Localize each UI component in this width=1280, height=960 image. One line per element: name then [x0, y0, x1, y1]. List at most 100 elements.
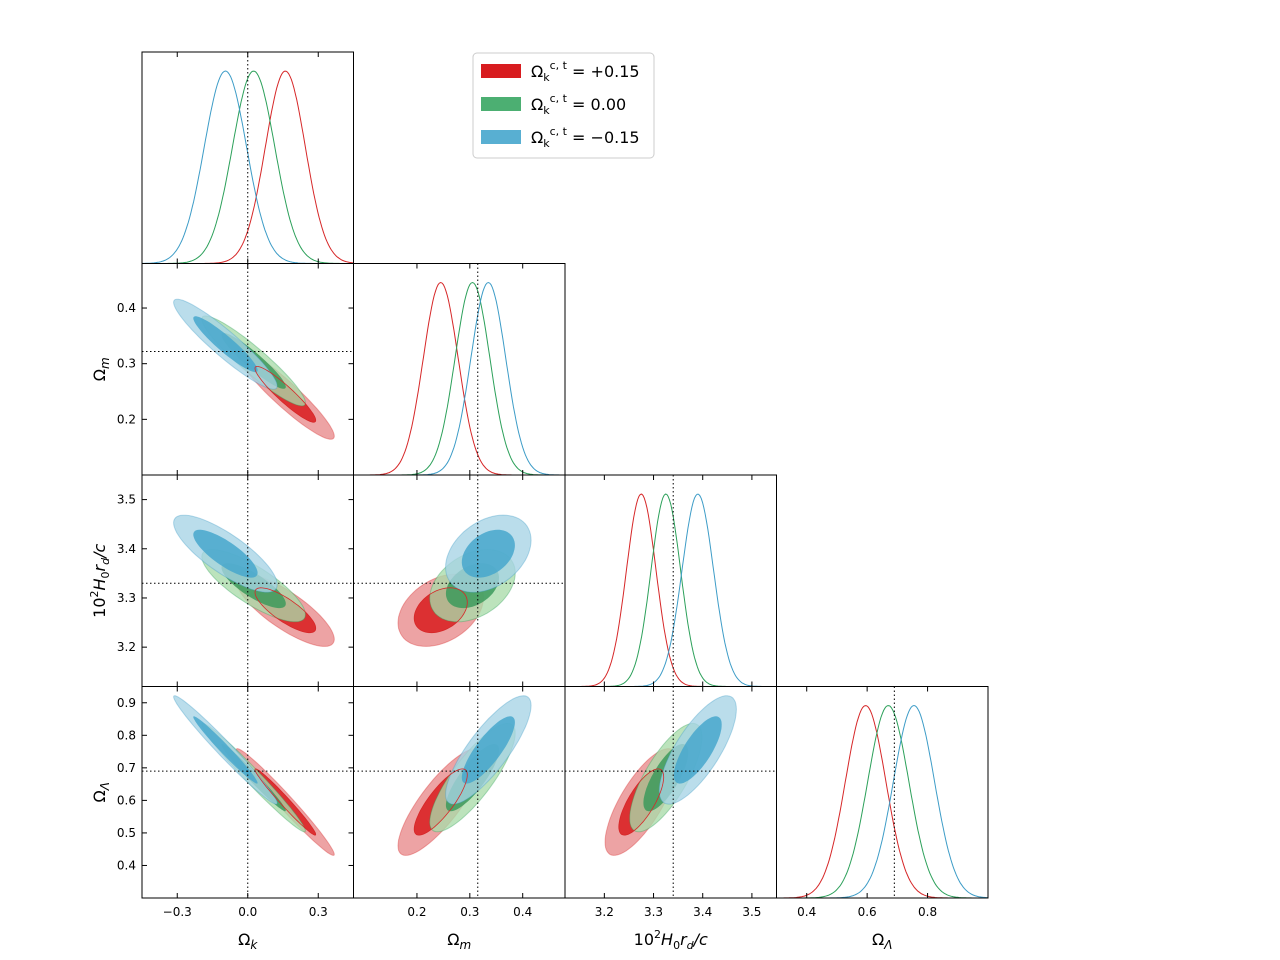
diagonal-curves: [353, 281, 565, 475]
x-tick-label: 3.4: [693, 905, 712, 919]
marginal-curve-series-0: [565, 493, 777, 687]
panel-om-vs-om: [353, 263, 566, 476]
contour-68-series-2: [461, 529, 515, 578]
y-tick-label: 0.4: [117, 858, 136, 872]
axis-part: 10: [634, 930, 654, 949]
legend-label-minus: Ωkc, t = −0.15: [531, 125, 640, 150]
x-axis-label-hrd: 102H0rd/c: [634, 928, 708, 952]
contours: [397, 514, 532, 647]
y-tick-label: 0.7: [117, 761, 136, 775]
legend-entry-plus: Ωkc, t = +0.15: [481, 59, 640, 84]
marginal-curve-series-0: [142, 70, 354, 264]
panel-frame: [141, 686, 354, 899]
axis-subscript: 0: [673, 939, 680, 952]
y-tick-label: 0.2: [117, 412, 136, 426]
y-tick-label: 0.6: [117, 793, 136, 807]
y-tick-label: 3.5: [117, 493, 136, 507]
diagonal-curves: [142, 70, 354, 264]
y-tick-label: 0.9: [117, 696, 136, 710]
panels-layer: 0.2 0.3 0.4 3.2 3.3 3.4 3.5 0.4 0.5 0.6 0.7 0.8 0.9 −…: [88, 51, 989, 952]
x-axis-label-ol: ΩΛ: [872, 930, 892, 952]
marginal-curve-series-1: [142, 70, 354, 264]
axis-subscript: m: [98, 357, 112, 369]
y-tick-label: 0.8: [117, 728, 136, 742]
contour-68-series-2: [193, 716, 258, 784]
x-tick-label: 0.4: [797, 905, 816, 919]
legend-swatch-plus: [481, 64, 521, 78]
contours: [173, 695, 335, 856]
x-axis-label-ok: Ωk: [238, 930, 258, 952]
panel-ok-vs-ok: [141, 51, 354, 264]
panel-om-vs-ok: 0.2 0.3 0.4: [117, 263, 354, 476]
x-tick-label: 0.4: [513, 905, 532, 919]
marginal-curve-series-2: [565, 493, 777, 687]
contours: [173, 298, 335, 440]
legend-label-plus: Ωkc, t = +0.15: [531, 59, 640, 84]
x-tick-label: 0.2: [407, 905, 426, 919]
contour-68-outline-series-0: [413, 768, 468, 836]
axis-part: H: [90, 578, 109, 590]
axis-symbol: Ω: [90, 790, 109, 802]
axis-symbol: Ω: [447, 930, 459, 949]
panel-ol-vs-om: 0.2 0.3 0.4: [353, 686, 566, 919]
axis-part: /c: [692, 930, 708, 949]
marginal-curve-series-1: [776, 705, 988, 898]
contour-68-series-2: [193, 529, 258, 578]
marginal-curve-series-2: [776, 704, 988, 898]
axis-part: H: [661, 930, 673, 949]
panel-hrd-vs-om: [353, 474, 566, 687]
x-axis-label-om: Ωm: [447, 930, 471, 952]
contour-68-outline-series-0: [413, 587, 468, 634]
axis-subscript: k: [250, 938, 258, 952]
y-tick-label: 3.4: [117, 542, 136, 556]
axis-subscript: 0: [99, 571, 112, 578]
legend-label-zero: Ωkc, t = 0.00: [531, 92, 626, 117]
x-tick-label: 0.0: [238, 905, 257, 919]
legend-swatch-minus: [481, 130, 521, 144]
panel-ol-vs-ol: 0.4 0.6 0.8: [776, 686, 989, 919]
contours: [173, 514, 335, 647]
x-tick-label: 3.3: [644, 905, 663, 919]
contour-68-outline-series-0: [254, 366, 317, 423]
x-tick-label: −0.3: [163, 905, 192, 919]
axis-part: 10: [90, 597, 109, 617]
y-tick-label: 0.3: [117, 357, 136, 371]
y-axis-label-ol: ΩΛ: [90, 782, 112, 802]
x-tick-label: 3.2: [595, 905, 614, 919]
marginal-curve-series-2: [353, 281, 565, 475]
panel-frame: [776, 686, 989, 899]
panel-frame: [564, 474, 777, 687]
marginal-curve-series-1: [353, 281, 565, 475]
contour-68-series-2: [673, 716, 722, 784]
marginal-curve-series-0: [776, 705, 988, 898]
legend-entry-minus: Ωkc, t = −0.15: [481, 125, 640, 150]
contour-68-series-2: [461, 716, 515, 784]
y-tick-label: 0.4: [117, 301, 136, 315]
diagonal-curves: [776, 704, 988, 898]
marginal-curve-series-0: [353, 281, 565, 475]
axis-subscript: m: [460, 938, 472, 952]
panel-ol-vs-hrd: 3.2 3.3 3.4 3.5: [564, 686, 777, 919]
panel-ol-vs-ok: 0.4 0.5 0.6 0.7 0.8 0.9 −0.3 0.0 0.3: [117, 686, 354, 919]
legend-swatch-zero: [481, 97, 521, 111]
legend-entry-zero: Ωkc, t = 0.00: [481, 92, 626, 117]
contour-68-outline-series-0: [254, 768, 317, 836]
panel-hrd-vs-hrd: [564, 474, 777, 687]
contour-68-outline-series-0: [254, 587, 317, 634]
axis-superscript: 2: [88, 590, 101, 597]
x-tick-label: 0.8: [918, 905, 937, 919]
axis-symbol: Ω: [90, 369, 109, 381]
axis-subscript: d: [687, 939, 695, 952]
contours: [397, 695, 532, 856]
x-tick-label: 0.6: [858, 905, 877, 919]
axis-subscript: d: [99, 557, 112, 565]
panel-hrd-vs-ok: 3.2 3.3 3.4 3.5: [117, 474, 354, 687]
marginal-curve-series-2: [142, 70, 354, 264]
axis-subscript: Λ: [98, 782, 112, 791]
x-tick-label: 0.3: [460, 905, 479, 919]
axis-symbol: Ω: [872, 930, 884, 949]
axis-symbol: Ω: [238, 930, 250, 949]
axis-superscript: 2: [654, 928, 661, 941]
legend: Ωkc, t = +0.15 Ωkc, t = 0.00 Ωkc, t = −0…: [472, 52, 655, 159]
